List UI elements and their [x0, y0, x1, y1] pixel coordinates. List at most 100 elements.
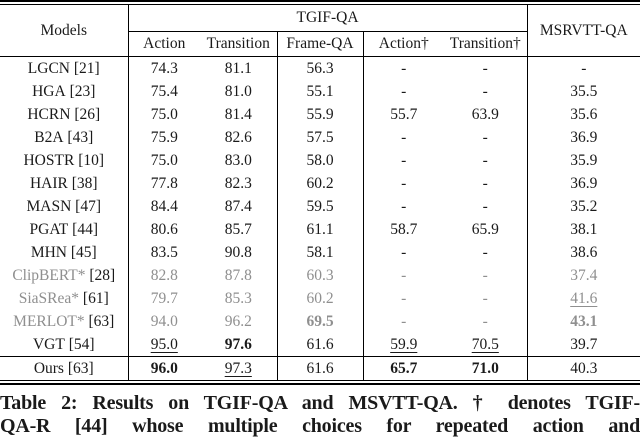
metric-value: - — [401, 174, 407, 192]
cell-transition: 81.4 — [200, 103, 278, 126]
metric-value: - — [401, 82, 407, 100]
citation-ref: [44] — [68, 220, 98, 238]
cell-action-dagger: - — [363, 149, 444, 172]
metric-value: - — [401, 59, 407, 77]
metric-value: 70.5 — [471, 335, 499, 353]
table-row: SiaSRea* [61] 79.7 85.3 60.2 - - 41.6 — [0, 287, 640, 310]
col-header-action-dagger: Action† — [363, 31, 444, 57]
cell-frame-qa: 57.5 — [277, 126, 364, 149]
model-name: HGA — [32, 82, 66, 100]
metric-value: 40.3 — [570, 359, 598, 377]
metric-value: 41.6 — [570, 289, 598, 307]
metric-value: 85.3 — [224, 289, 252, 307]
metric-value: 97.3 — [224, 359, 252, 377]
cell-msrvtt-qa: 38.1 — [527, 218, 640, 241]
header-row-group: Models TGIF-QA MSRVTT-QA — [0, 5, 640, 57]
metric-value: - — [482, 266, 488, 284]
metric-value: 59.9 — [390, 335, 418, 353]
cell-msrvtt-qa: 35.6 — [527, 103, 640, 126]
metric-value: 58.0 — [306, 151, 334, 169]
metric-value: 85.7 — [224, 220, 252, 238]
metric-value: 35.5 — [570, 82, 598, 100]
metric-value: 38.6 — [570, 243, 598, 261]
citation-ref: [63] — [84, 312, 115, 330]
metric-value: 60.2 — [306, 174, 334, 192]
cell-msrvtt-qa: 36.9 — [527, 172, 640, 195]
metric-value: 82.8 — [150, 266, 178, 284]
cell-transition-dagger: - — [444, 56, 528, 80]
metric-value: 75.0 — [150, 151, 178, 169]
cell-transition: 87.4 — [200, 195, 278, 218]
col-group-tgif-qa: TGIF-QA — [128, 5, 528, 32]
col-header-models: Models — [0, 5, 129, 57]
cell-action: 95.0 — [128, 333, 200, 357]
metric-value: 37.4 — [570, 266, 598, 284]
cell-transition-dagger: - — [444, 241, 528, 264]
cell-action: 75.0 — [128, 149, 200, 172]
metric-value: 74.3 — [150, 59, 178, 77]
table-row: MHN [45] 83.5 90.8 58.1 - - 38.6 — [0, 241, 640, 264]
cell-model: HCRN [26] — [0, 103, 129, 126]
citation-ref: [43] — [63, 128, 94, 146]
table-row: HCRN [26] 75.0 81.4 55.9 55.7 63.9 35.6 — [0, 103, 640, 126]
cell-action: 80.6 — [128, 218, 200, 241]
cell-model: HGA [23] — [0, 80, 129, 103]
table-header: Models TGIF-QA MSRVTT-QA Action Transiti… — [0, 5, 640, 57]
cell-transition: 90.8 — [200, 241, 278, 264]
cell-frame-qa: 56.3 — [277, 56, 364, 80]
model-name: MASN — [26, 197, 72, 215]
metric-value: - — [401, 312, 407, 330]
cell-action: 74.3 — [128, 57, 200, 81]
table-caption: Table 2: Results on TGIF-QA and MSVTT-QA… — [0, 392, 640, 437]
cell-action-dagger: - — [363, 264, 444, 287]
cell-msrvtt-qa: 36.9 — [527, 126, 640, 149]
cell-action: 75.0 — [128, 103, 200, 126]
cell-transition-dagger: - — [444, 264, 528, 287]
metric-value: 87.4 — [224, 197, 252, 215]
citation-ref: [54] — [64, 335, 95, 353]
cell-frame-qa: 60.3 — [277, 264, 364, 287]
cell-transition: 85.3 — [200, 287, 278, 310]
cell-transition-dagger: 63.9 — [444, 103, 528, 126]
cell-transition-dagger: - — [444, 172, 528, 195]
metric-value: - — [401, 197, 407, 215]
metric-value: 36.9 — [570, 174, 598, 192]
metric-value: 77.8 — [150, 174, 178, 192]
metric-value: 83.5 — [150, 243, 178, 261]
metric-value: - — [482, 243, 488, 261]
cell-transition-dagger: - — [444, 287, 528, 310]
cell-model: MERLOT* [63] — [0, 310, 129, 333]
cell-action: 83.5 — [128, 241, 200, 264]
table-row: MERLOT* [63] 94.0 96.2 69.5 - - 43.1 — [0, 310, 640, 333]
metric-value: 83.0 — [224, 151, 252, 169]
cell-transition-dagger: 70.5 — [444, 333, 528, 357]
cell-action: 94.0 — [128, 310, 200, 333]
metric-value: 75.0 — [150, 105, 178, 123]
col-header-action: Action — [128, 31, 200, 57]
cell-model: HOSTR [10] — [0, 149, 129, 172]
metric-value: 96.0 — [150, 359, 178, 377]
cell-transition: 82.3 — [200, 172, 278, 195]
cell-frame-qa: 58.0 — [277, 149, 364, 172]
metric-value: 75.9 — [150, 128, 178, 146]
table-row: HOSTR [10] 75.0 83.0 58.0 - - 35.9 — [0, 149, 640, 172]
table-row: B2A [43] 75.9 82.6 57.5 - - 36.9 — [0, 126, 640, 149]
metric-value: - — [482, 151, 488, 169]
cell-action-dagger: 58.7 — [363, 218, 444, 241]
metric-value: 38.1 — [570, 220, 598, 238]
metric-value: 65.7 — [390, 359, 418, 377]
cell-action-dagger: - — [363, 310, 444, 333]
metric-value: 58.7 — [390, 220, 418, 238]
cell-transition: 83.0 — [200, 149, 278, 172]
metric-value: 59.5 — [306, 197, 334, 215]
col-header-transition: Transition — [200, 31, 278, 57]
table-row: VGT [54] 95.0 97.6 61.6 59.9 70.5 39.7 — [0, 333, 640, 357]
cell-transition-dagger: - — [444, 149, 528, 172]
metric-value: 56.3 — [306, 59, 334, 77]
table-row: Ours [63] 96.0 97.3 61.6 65.7 71.0 40.3 — [0, 356, 640, 380]
cell-frame-qa: 69.5 — [277, 310, 364, 333]
cell-action: 75.4 — [128, 80, 200, 103]
metric-value: 79.7 — [150, 289, 178, 307]
cell-transition: 97.3 — [200, 356, 278, 380]
cell-frame-qa: 58.1 — [277, 241, 364, 264]
